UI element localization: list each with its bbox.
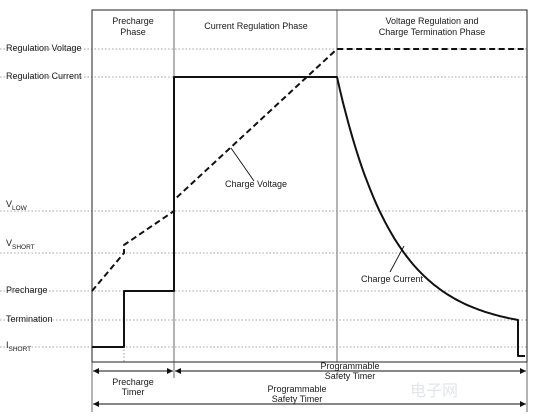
y-level-label-vshort: VSHORT	[6, 238, 35, 250]
phase-label-precharge-line-1: Precharge	[112, 16, 154, 26]
y-level-text: V	[6, 199, 12, 209]
timer-label-safety_timer_2-line-1: Programmable	[267, 384, 326, 394]
y-level-label-precharge: Precharge	[6, 285, 48, 295]
y-level-text: V	[6, 238, 12, 248]
y-level-label-reg_voltage: Regulation Voltage	[6, 43, 82, 53]
y-level-subscript: SHORT	[9, 346, 32, 353]
y-level-text: I	[6, 340, 9, 350]
timer-label-precharge_timer-line-1: Precharge	[112, 377, 154, 387]
y-level-label-vlow: VLOW	[6, 199, 28, 211]
safety-timer-2-dimension-arrow-left	[93, 401, 99, 407]
plot-frame	[91, 9, 528, 363]
y-level-label-reg_current: Regulation Current	[6, 71, 82, 81]
charge-voltage-line	[91, 48, 527, 292]
timer-label-safety_timer_2-line-2: Safety Timer	[272, 394, 323, 404]
y-level-subscript: LOW	[12, 205, 28, 212]
safety-timer-1-dimension-arrow-right	[520, 368, 526, 374]
charge-current-line	[92, 76, 525, 357]
y-level-text: Regulation Voltage	[6, 43, 82, 53]
charge-voltage-label: Charge Voltage	[225, 179, 287, 189]
y-level-subscript: SHORT	[12, 244, 35, 251]
precharge-timer-dimension-arrow-right	[167, 368, 173, 374]
precharge-timer-dimension-arrow-left	[93, 368, 99, 374]
phase-label-voltage-line-2: Charge Termination Phase	[379, 27, 485, 37]
timer-label-safety_timer_1-line-2: Safety Timer	[325, 371, 376, 381]
timer-label-precharge_timer-line-2: Timer	[122, 387, 145, 397]
frame-layer	[91, 9, 528, 363]
charge-voltage-callout-leader	[230, 147, 255, 182]
y-level-label-termination: Termination	[6, 314, 53, 324]
charge-current-label: Charge Current	[361, 274, 424, 284]
phase-label-precharge-line-2: Phase	[120, 27, 146, 37]
y-level-text: Precharge	[6, 285, 48, 295]
watermark-text: 电子网	[410, 381, 458, 400]
safety-timer-1-dimension-arrow-left	[175, 368, 181, 374]
safety-timer-2-dimension-arrow-right	[520, 401, 526, 407]
y-level-text: Termination	[6, 314, 53, 324]
series-layer	[91, 48, 527, 357]
timer-label-safety_timer_1-line-1: Programmable	[320, 361, 379, 371]
y-level-label-ishort: ISHORT	[6, 340, 31, 352]
phase-label-current-line-1: Current Regulation Phase	[204, 21, 308, 31]
phase-label-voltage-line-1: Voltage Regulation and	[385, 16, 478, 26]
y-level-text: Regulation Current	[6, 71, 82, 81]
charge-current-callout-leader	[389, 245, 405, 273]
